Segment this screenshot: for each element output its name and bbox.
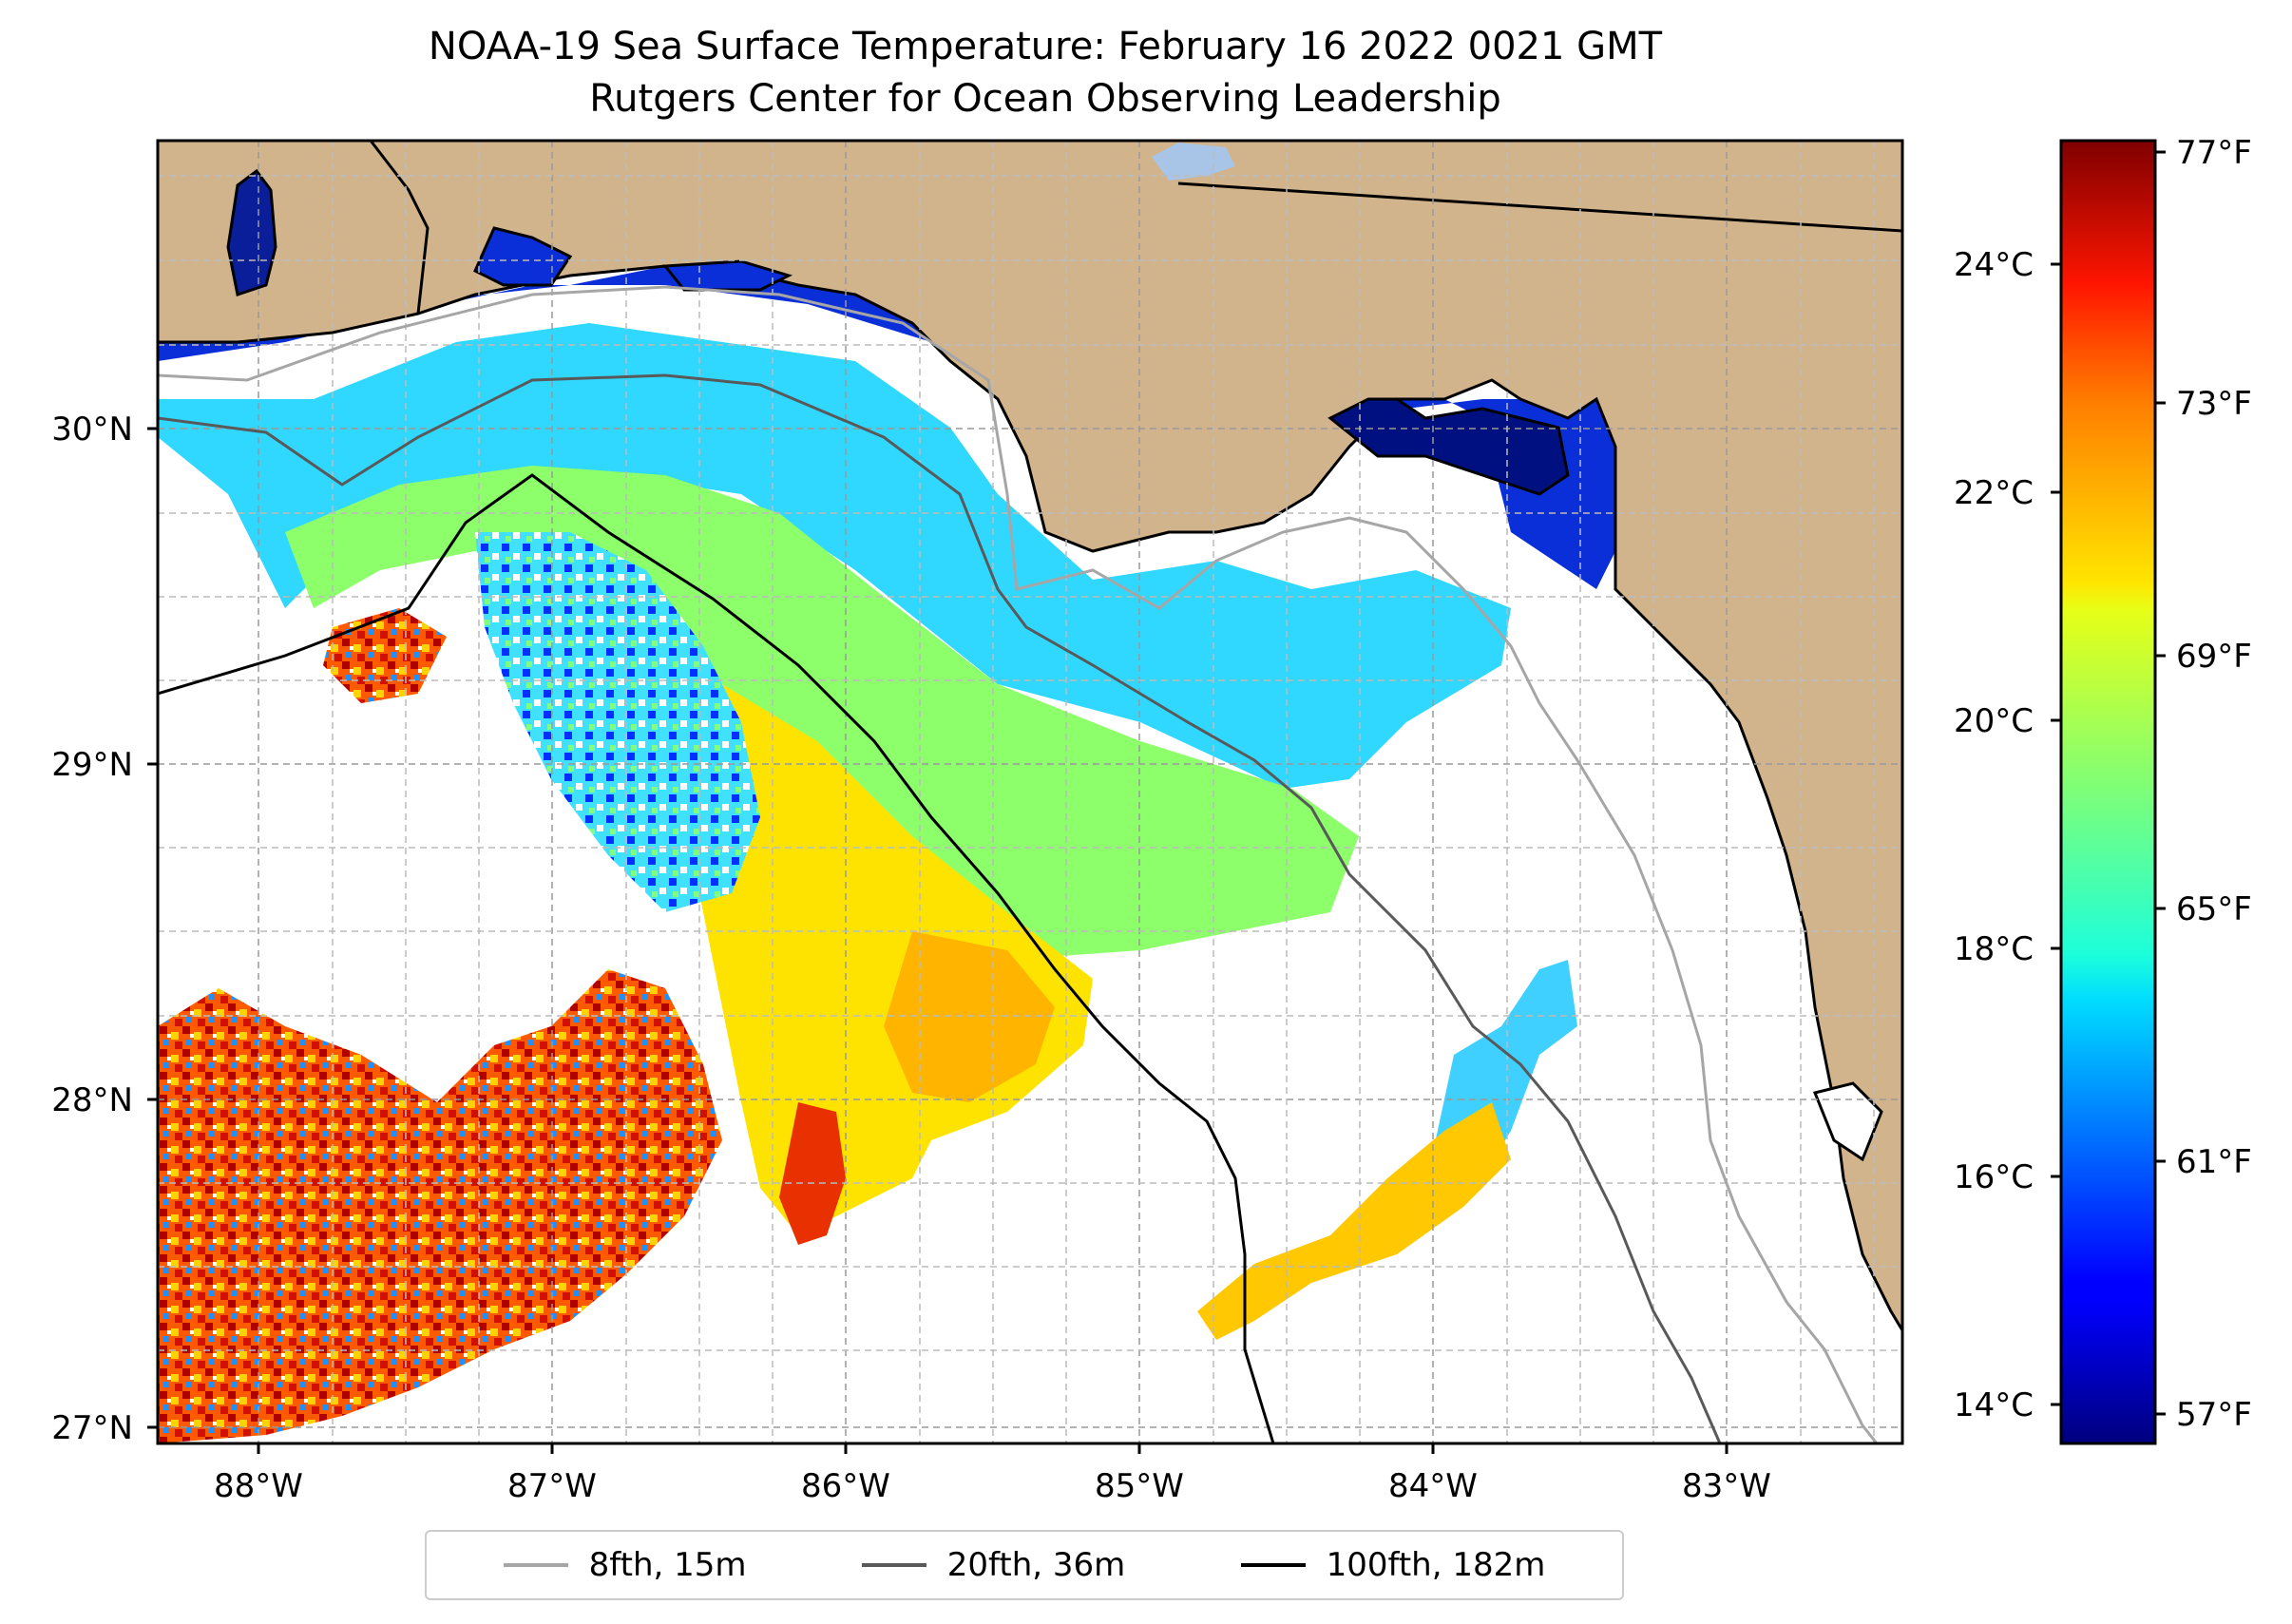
sst-cold-nearshore — [158, 247, 1615, 589]
sst-warm-patch — [779, 1102, 846, 1245]
chart-title: NOAA-19 Sea Surface Temperature: Februar… — [428, 25, 1663, 68]
lat-tick-label: 27°N — [51, 1409, 133, 1447]
colorbar-fahrenheit-label: 77°F — [2176, 134, 2252, 172]
lon-tick-label: 87°W — [507, 1467, 597, 1505]
colorbar — [2059, 139, 2157, 1445]
bay-choctaw — [662, 259, 793, 292]
tampa-bay — [1812, 1081, 1883, 1162]
lat-tick-label: 29°N — [51, 746, 133, 784]
sst-green-band — [285, 466, 1359, 960]
colorbar-celsius-label: 16°C — [1954, 1158, 2034, 1196]
lake — [1152, 143, 1235, 181]
state-border-west — [369, 141, 430, 315]
sst-speckled-warm — [158, 969, 722, 1443]
map-area — [158, 141, 1902, 1443]
legend-line-100fth — [1240, 1563, 1306, 1567]
sst-speckled-cool — [475, 532, 760, 912]
colorbar-celsius-label: 24°C — [1954, 246, 2034, 284]
colorbar-fahrenheit-label: 69°F — [2176, 638, 2252, 676]
colorbar-celsius-label: 18°C — [1954, 930, 2034, 968]
sst-west-patch — [323, 608, 447, 703]
chart-subtitle: Rutgers Center for Ocean Observing Leade… — [589, 77, 1501, 121]
lon-tick-label: 88°W — [214, 1467, 303, 1505]
legend-item-20fth: 20fth, 36m — [861, 1546, 1126, 1584]
lon-tick-label: 84°W — [1388, 1467, 1478, 1505]
sst-cyan-band — [158, 323, 1511, 789]
lon-tick-label: 83°W — [1682, 1467, 1771, 1505]
isobath-20fth — [158, 373, 1722, 1443]
gridlines — [158, 141, 1902, 1443]
state-border — [1177, 182, 1902, 233]
colorbar-fahrenheit-label: 73°F — [2176, 385, 2252, 423]
legend-line-20fth — [861, 1563, 926, 1567]
sst-yellow-region — [684, 684, 1093, 1235]
map-frame — [156, 139, 1904, 1445]
bay-mobile — [226, 168, 277, 296]
axis-ticks — [147, 427, 1729, 1454]
isobath-legend: 8fth, 15m 20fth, 36m 100fth, 182m — [425, 1530, 1624, 1600]
lat-tick-label: 30°N — [51, 411, 133, 449]
colorbar-celsius-label: 20°C — [1954, 702, 2034, 740]
sst-orange-region — [884, 931, 1055, 1102]
isobath-100fth — [158, 473, 1275, 1443]
colorbar-celsius-label: 22°C — [1954, 474, 2034, 512]
legend-label: 20fth, 36m — [946, 1546, 1126, 1584]
bay-pensacola — [473, 226, 573, 287]
lon-tick-label: 86°W — [801, 1467, 890, 1505]
legend-item-100fth: 100fth, 182m — [1240, 1546, 1546, 1584]
legend-item-8fth: 8fth, 15m — [503, 1546, 747, 1584]
colorbar-ticks — [2051, 150, 2166, 1416]
colorbar-fahrenheit-label: 65°F — [2176, 890, 2252, 928]
lat-tick-label: 28°N — [51, 1081, 133, 1119]
colorbar-fahrenheit-label: 57°F — [2176, 1396, 2252, 1434]
legend-label: 8fth, 15m — [588, 1546, 747, 1584]
colorbar-celsius-label: 14°C — [1954, 1386, 2034, 1424]
colorbar-fahrenheit-label: 61°F — [2176, 1143, 2252, 1181]
legend-label: 100fth, 182m — [1326, 1546, 1546, 1584]
bay-apalachee — [1327, 397, 1570, 496]
isobath-8fth — [158, 285, 1879, 1443]
legend-line-8fth — [503, 1563, 568, 1567]
lon-tick-label: 85°W — [1095, 1467, 1184, 1505]
